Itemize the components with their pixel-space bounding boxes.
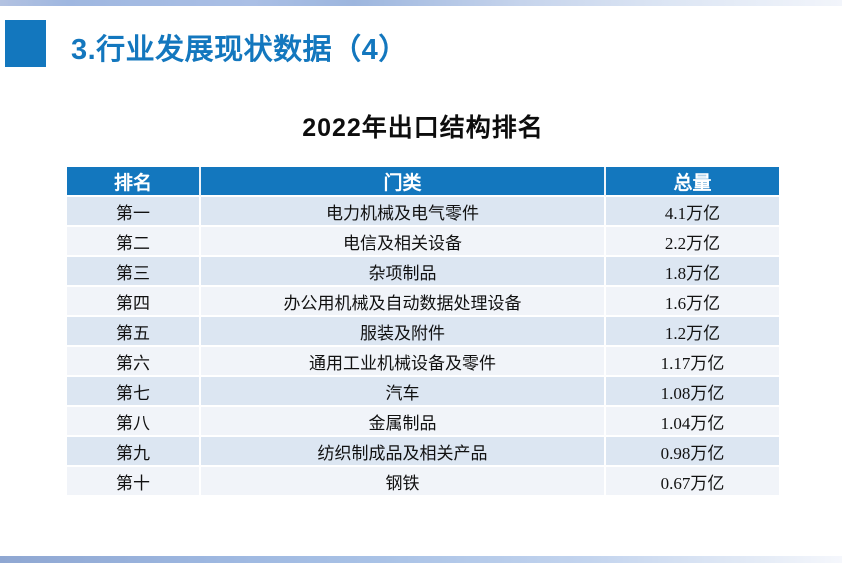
title-accent-square xyxy=(5,20,46,67)
bottom-decoration-bar xyxy=(0,556,842,563)
table-row: 第一 电力机械及电气零件 4.1万亿 xyxy=(67,197,779,227)
table-row: 第三 杂项制品 1.8万亿 xyxy=(67,257,779,287)
cell-total: 0.98万亿 xyxy=(606,437,779,467)
cell-total: 1.2万亿 xyxy=(606,317,779,347)
cell-category: 电信及相关设备 xyxy=(201,227,606,257)
cell-category: 金属制品 xyxy=(201,407,606,437)
cell-rank: 第三 xyxy=(67,257,201,287)
cell-rank: 第二 xyxy=(67,227,201,257)
cell-category: 电力机械及电气零件 xyxy=(201,197,606,227)
cell-rank: 第七 xyxy=(67,377,201,407)
cell-total: 1.8万亿 xyxy=(606,257,779,287)
cell-category: 服装及附件 xyxy=(201,317,606,347)
cell-rank: 第五 xyxy=(67,317,201,347)
slide-title: 3.行业发展现状数据（4） xyxy=(71,34,408,66)
header-category: 门类 xyxy=(201,167,606,197)
cell-category: 汽车 xyxy=(201,377,606,407)
cell-category: 钢铁 xyxy=(201,467,606,497)
cell-category: 纺织制成品及相关产品 xyxy=(201,437,606,467)
cell-total: 1.08万亿 xyxy=(606,377,779,407)
cell-total: 0.67万亿 xyxy=(606,467,779,497)
cell-total: 1.04万亿 xyxy=(606,407,779,437)
cell-rank: 第六 xyxy=(67,347,201,377)
cell-total: 2.2万亿 xyxy=(606,227,779,257)
table-row: 第十 钢铁 0.67万亿 xyxy=(67,467,779,497)
table-title: 2022年出口结构排名 xyxy=(302,114,544,142)
cell-total: 1.6万亿 xyxy=(606,287,779,317)
cell-rank: 第四 xyxy=(67,287,201,317)
export-ranking-table: 排名 门类 总量 第一 电力机械及电气零件 4.1万亿 第二 电信及相关设备 2.2万亿第… xyxy=(67,167,779,497)
table-row: 第七 汽车 1.08万亿 xyxy=(67,377,779,407)
table-row: 第五 服装及附件 1.2万亿 xyxy=(67,317,779,347)
top-decoration-bar xyxy=(0,0,842,6)
header-rank: 排名 xyxy=(67,167,201,197)
table-row: 第九 纺织制成品及相关产品 0.98万亿 xyxy=(67,437,779,467)
cell-category: 杂项制品 xyxy=(201,257,606,287)
cell-rank: 第九 xyxy=(67,437,201,467)
cell-category: 办公用机械及自动数据处理设备 xyxy=(201,287,606,317)
table-row: 第八 金属制品 1.04万亿 xyxy=(67,407,779,437)
table-row: 第二 电信及相关设备 2.2万亿 xyxy=(67,227,779,257)
table-row: 第四 办公用机械及自动数据处理设备 1.6万亿 xyxy=(67,287,779,317)
table-header-row: 排名 门类 总量 xyxy=(67,167,779,197)
cell-total: 1.17万亿 xyxy=(606,347,779,377)
cell-rank: 第十 xyxy=(67,467,201,497)
cell-rank: 第一 xyxy=(67,197,201,227)
header-total: 总量 xyxy=(606,167,779,197)
cell-total: 4.1万亿 xyxy=(606,197,779,227)
table-row: 第六 通用工业机械设备及零件 1.17万亿 xyxy=(67,347,779,377)
cell-category: 通用工业机械设备及零件 xyxy=(201,347,606,377)
cell-rank: 第八 xyxy=(67,407,201,437)
